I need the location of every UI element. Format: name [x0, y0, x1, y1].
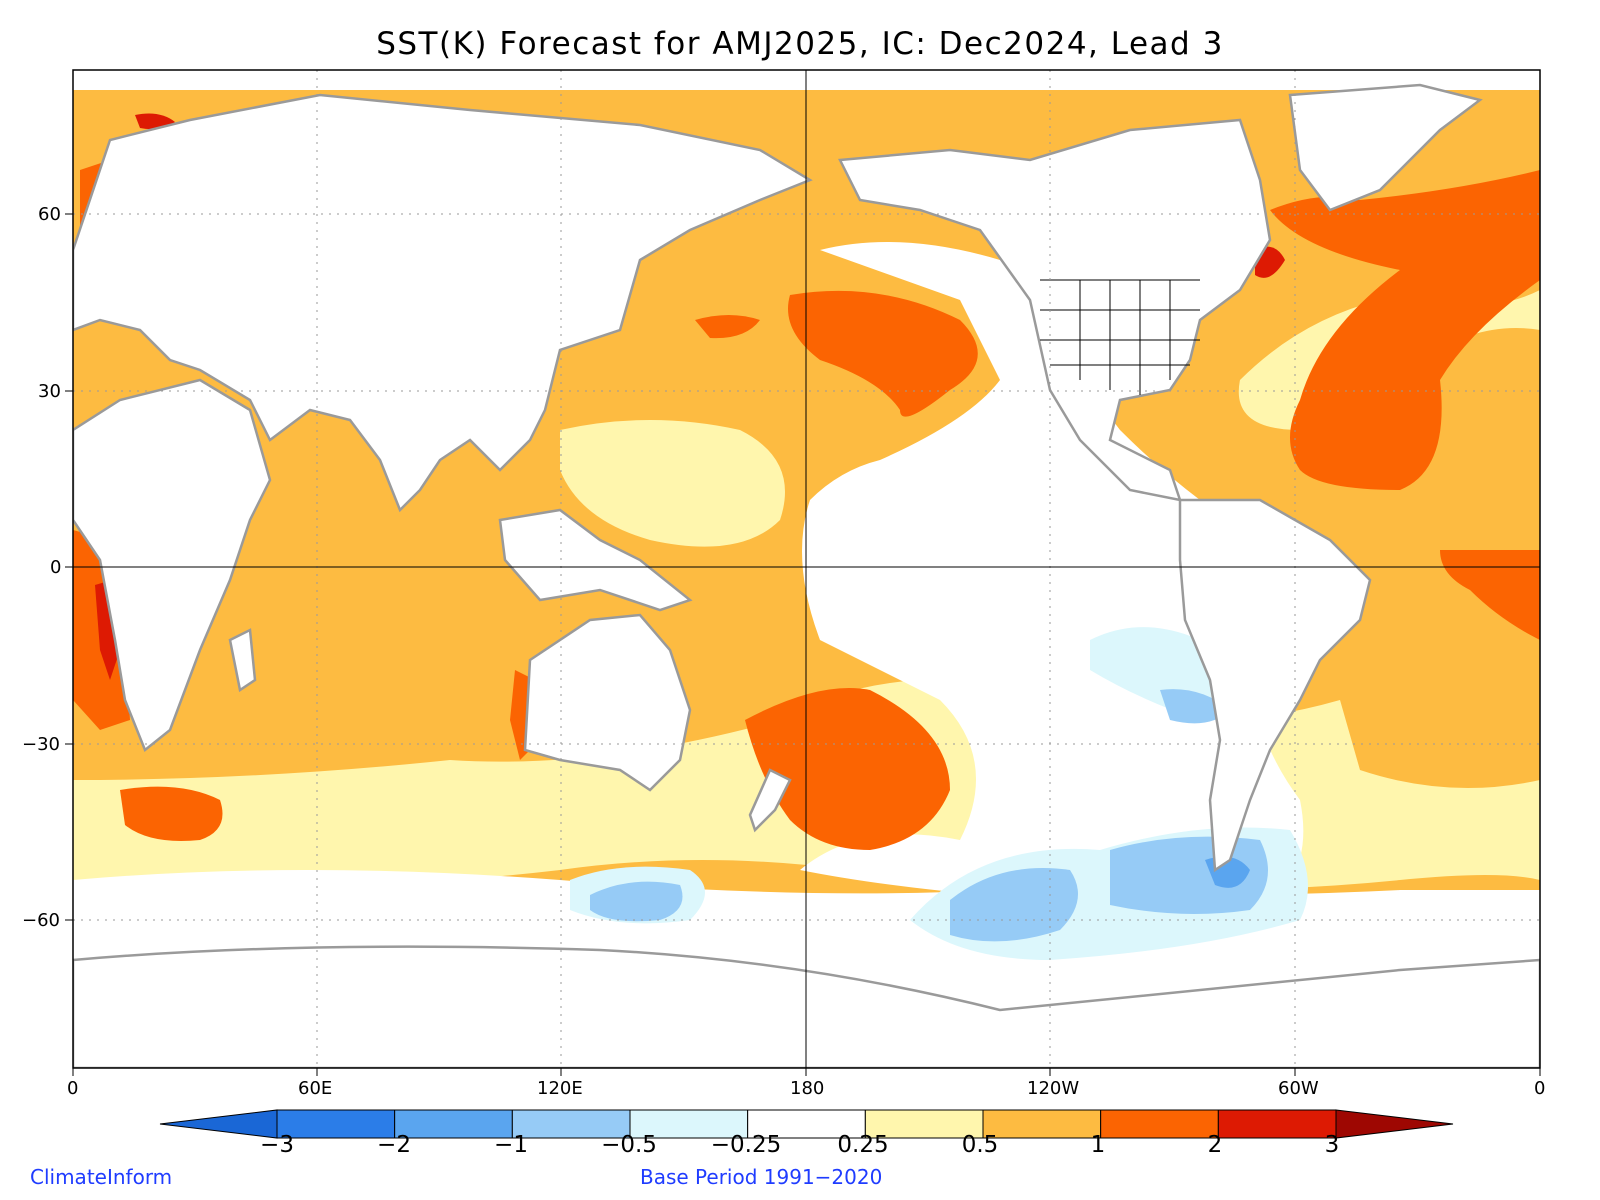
- warm-equatorial-atlantic: [1440, 550, 1540, 640]
- lon-label-0-right: 0: [1534, 1078, 1546, 1099]
- us-state-lines: [1040, 279, 1200, 395]
- cold-peru: [1160, 689, 1230, 724]
- lon-label-60E: 60E: [298, 1078, 333, 1099]
- pale-band-indopacific: [560, 420, 785, 547]
- colorbar-label: 0.5: [961, 1132, 999, 1158]
- colorbar-label: −3: [260, 1132, 294, 1158]
- warm-kuroshio: [695, 315, 760, 339]
- credit-base-period: Base Period 1991−2020: [640, 1165, 883, 1189]
- lat-label-30S: −30: [22, 734, 60, 755]
- warm-north-pacific: [788, 290, 978, 417]
- colorbar-label: −2: [377, 1132, 411, 1158]
- colorbar: [159, 1109, 1454, 1139]
- lon-label-0-left: 0: [67, 1078, 79, 1099]
- credit-climateinform: ClimateInform: [30, 1165, 173, 1189]
- cold-south-pacific-a: [950, 868, 1078, 942]
- lon-label-120W: 120W: [1027, 1078, 1080, 1099]
- colorbar-swatch: [747, 1109, 866, 1139]
- land-eurasia: [73, 93, 813, 513]
- lon-label-180: 180: [790, 1078, 825, 1099]
- land-australia: [523, 613, 692, 792]
- colorbar-label: −0.5: [601, 1132, 657, 1158]
- colorbar-label: 2: [1207, 1132, 1223, 1158]
- land-greenland: [1288, 83, 1483, 212]
- colorbar-label: −0.25: [710, 1132, 782, 1158]
- neutral-east-pacific: [800, 242, 1304, 900]
- colorbar-swatch: [394, 1109, 513, 1139]
- land-maritime-continent: [498, 508, 693, 612]
- colorbar-label: 3: [1324, 1132, 1340, 1158]
- lon-label-120E: 120E: [537, 1078, 583, 1099]
- lat-label-30N: 30: [38, 381, 61, 402]
- colorbar-swatch: [982, 1109, 1102, 1139]
- lat-label-60N: 60: [38, 204, 61, 225]
- warm-south-pacific: [745, 688, 950, 850]
- warm-south-atlantic-africa: [120, 786, 223, 841]
- lon-label-60W: 60W: [1278, 1078, 1319, 1099]
- colorbar-swatch: [1100, 1109, 1219, 1139]
- colorbar-label: −1: [494, 1132, 528, 1158]
- tick-marks: [65, 213, 1541, 1076]
- cold-south-indian: [590, 881, 683, 922]
- colorbar-label: 0.25: [837, 1132, 889, 1158]
- lat-label-0: 0: [50, 557, 62, 578]
- warm-north-atlantic: [1270, 170, 1540, 490]
- land-new-zealand: [748, 768, 792, 833]
- land-madagascar: [228, 628, 257, 693]
- colorbar-swatch: [1217, 1109, 1337, 1139]
- land-africa: [73, 378, 272, 753]
- map-title: SST(K) Forecast for AMJ2025, IC: Dec2024…: [376, 26, 1224, 62]
- lat-label-60S: −60: [22, 910, 60, 931]
- colorbar-arrow-high: [1335, 1109, 1454, 1139]
- colorbar-swatch: [629, 1109, 749, 1139]
- colorbar-label: 1: [1090, 1132, 1106, 1158]
